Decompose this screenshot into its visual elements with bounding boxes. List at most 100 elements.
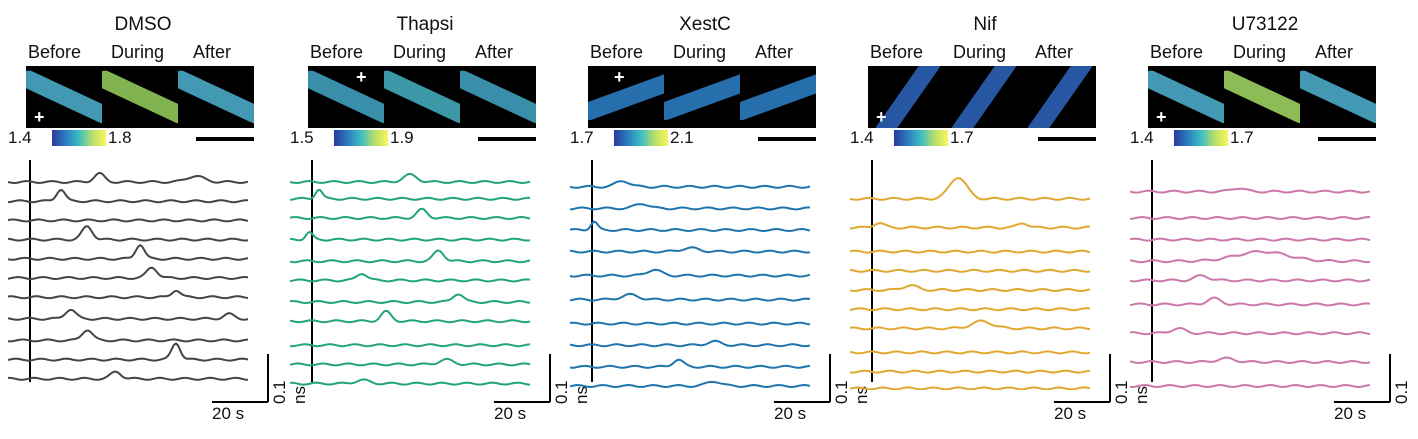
trace-line xyxy=(8,289,249,300)
image-during xyxy=(944,66,1020,128)
dendrite-blob xyxy=(384,67,460,127)
colorbar-min-label: 1.4 xyxy=(8,128,32,147)
image-label-after: After xyxy=(1035,42,1074,62)
image-label-before: Before xyxy=(590,42,644,62)
panel-dmso: DMSO Before + During After 1.4 1.8 20 s 0.1 ns xyxy=(8,0,309,439)
trace-line xyxy=(570,358,811,369)
colorbar xyxy=(614,130,668,146)
panel-u73122: U73122 Before + During After 1.4 1.7 20 s 0.1 ns xyxy=(1130,0,1418,439)
image-before: + xyxy=(1148,66,1224,128)
dendrite-blob xyxy=(460,67,536,127)
dendrite-blob xyxy=(178,67,254,127)
dendrite-blob xyxy=(1224,67,1300,127)
image-label-after: After xyxy=(755,42,794,62)
crosshair-icon: + xyxy=(614,67,625,87)
trace-line xyxy=(1130,187,1371,194)
trace-line xyxy=(8,218,249,223)
trace-line xyxy=(1130,274,1371,283)
crosshair-icon: + xyxy=(876,107,887,127)
image-after xyxy=(1300,66,1376,128)
trace-line xyxy=(1130,237,1371,242)
time-scale-label: 20 s xyxy=(1334,404,1367,423)
crosshair-icon: + xyxy=(356,67,367,87)
image-label-before: Before xyxy=(870,42,924,62)
time-scale-label: 20 s xyxy=(212,404,245,423)
dendrite-blob xyxy=(308,67,384,127)
colorbar-min-label: 1.5 xyxy=(290,128,314,147)
amplitude-scale-label: 0.1 ns xyxy=(1392,380,1418,404)
trace-line xyxy=(290,293,531,305)
dendrite-blob xyxy=(1300,67,1376,127)
trace-line xyxy=(1130,356,1371,365)
colorbar-max-label: 2.1 xyxy=(670,128,694,147)
trace-line xyxy=(8,329,249,343)
image-after xyxy=(740,66,816,128)
image-label-before: Before xyxy=(310,42,364,62)
trace-line xyxy=(570,203,811,211)
trace-plot xyxy=(290,160,531,386)
image-scale-bar xyxy=(758,137,816,141)
colorbar xyxy=(1174,130,1228,146)
image-label-before: Before xyxy=(28,42,82,62)
trace-line xyxy=(850,222,1091,230)
colorbar-min-label: 1.4 xyxy=(850,128,874,147)
trace-line xyxy=(850,386,1091,390)
trace-line xyxy=(570,246,811,254)
trace-scale-bars xyxy=(494,354,551,403)
trace-line xyxy=(1130,215,1371,221)
trace-line xyxy=(290,309,531,324)
colorbar xyxy=(334,130,388,146)
dendrite-blob xyxy=(947,66,1020,128)
image-label-during: During xyxy=(111,42,165,62)
image-before: + xyxy=(868,66,944,128)
image-label-after: After xyxy=(1315,42,1354,62)
trace-line xyxy=(8,243,249,261)
image-label-before: Before xyxy=(1150,42,1204,62)
trace-line xyxy=(1130,326,1371,336)
image-scale-bar xyxy=(478,137,536,141)
trace-line xyxy=(1130,383,1371,389)
crosshair-icon: + xyxy=(34,107,45,127)
trace-line xyxy=(570,339,811,348)
trace-line xyxy=(570,321,811,326)
trace-line xyxy=(290,188,531,201)
trace-line xyxy=(850,249,1091,254)
image-during xyxy=(102,66,178,128)
trace-scale-bars xyxy=(1054,354,1111,403)
image-after xyxy=(460,66,536,128)
image-during xyxy=(664,66,740,128)
trace-line xyxy=(8,189,249,204)
trace-line xyxy=(290,357,531,367)
trace-line xyxy=(290,249,531,264)
trace-line xyxy=(570,380,811,389)
panel-xestc: XestC Before + During After 1.7 2.1 20 s 0.1 ns xyxy=(570,0,871,439)
colorbar-max-label: 1.7 xyxy=(1230,128,1254,147)
trace-line xyxy=(290,273,531,283)
colorbar-max-label: 1.7 xyxy=(950,128,974,147)
trace-plot xyxy=(8,160,249,382)
trace-plot xyxy=(850,160,1091,390)
trace-scale-bars xyxy=(774,354,831,403)
colorbar-max-label: 1.8 xyxy=(108,128,132,147)
time-scale-label: 20 s xyxy=(494,404,527,423)
condition-title: XestC xyxy=(679,14,731,35)
colorbar xyxy=(894,130,948,146)
trace-plot xyxy=(1130,160,1371,389)
trace-line xyxy=(290,207,531,221)
trace-plot xyxy=(570,160,811,389)
trace-line xyxy=(1130,249,1371,264)
time-scale-label: 20 s xyxy=(774,404,807,423)
trace-line xyxy=(850,307,1091,312)
trace-line xyxy=(570,180,811,189)
image-during xyxy=(384,66,460,128)
panel-nif: Nif Before + During After 1.4 1.7 20 s 0.1 ns xyxy=(850,0,1151,439)
trace-line xyxy=(850,268,1091,273)
trace-line xyxy=(8,342,249,362)
trace-line xyxy=(8,370,249,381)
image-scale-bar xyxy=(196,137,254,141)
trace-line xyxy=(290,230,531,242)
dendrite-blob xyxy=(664,71,740,123)
trace-line xyxy=(850,350,1091,355)
trace-line xyxy=(8,309,249,321)
